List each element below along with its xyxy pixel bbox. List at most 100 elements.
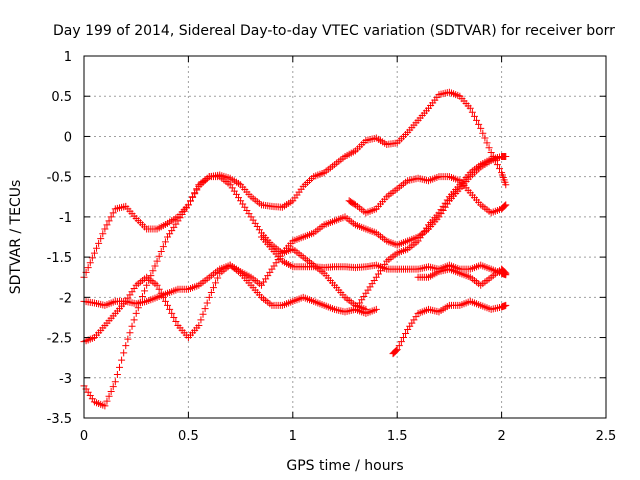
data-point — [501, 268, 509, 276]
data-point — [128, 322, 136, 330]
data-point — [157, 289, 165, 297]
data-point — [201, 305, 209, 313]
x-tick-label: 0.5 — [178, 429, 199, 444]
data-point — [130, 316, 138, 324]
data-point — [155, 285, 163, 293]
data-point — [88, 254, 96, 262]
data-point — [205, 293, 213, 301]
axis-ticks — [83, 55, 607, 419]
y-tick-label: -2 — [59, 291, 72, 306]
data-point — [120, 349, 128, 357]
y-tick-label: 0 — [64, 130, 72, 145]
data-point — [153, 281, 161, 289]
data-markers — [80, 88, 510, 410]
data-point — [485, 144, 493, 152]
data-point — [113, 371, 121, 379]
data-point — [487, 149, 495, 157]
data-point — [159, 293, 167, 301]
data-point — [161, 297, 169, 305]
data-point — [115, 363, 123, 371]
data-point — [502, 301, 510, 309]
x-tick-label: 2.5 — [596, 429, 617, 444]
data-point — [93, 244, 101, 252]
data-point — [203, 299, 211, 307]
data-point — [195, 321, 203, 329]
data-point — [399, 334, 407, 342]
data-point — [468, 108, 476, 116]
data-point — [168, 309, 176, 317]
data-point — [481, 134, 489, 142]
data-point — [103, 397, 111, 405]
data-point — [101, 225, 109, 233]
data-point — [209, 284, 217, 292]
y-tick-label: -3 — [59, 372, 72, 387]
data-point — [362, 305, 370, 313]
data-point — [149, 267, 157, 275]
data-point — [473, 116, 481, 124]
series-7 — [389, 297, 510, 358]
data-point — [170, 313, 178, 321]
data-point — [477, 124, 485, 132]
data-point — [392, 347, 400, 355]
data-point — [191, 189, 199, 197]
y-tick-label: 0.5 — [51, 90, 72, 105]
data-point — [126, 329, 134, 337]
y-tick-label: -1 — [59, 211, 72, 226]
data-point — [105, 217, 113, 225]
data-point — [90, 249, 98, 257]
data-point — [395, 342, 403, 350]
data-point — [172, 317, 180, 325]
data-point — [197, 316, 205, 324]
plot-frame — [83, 55, 607, 419]
data-point — [207, 289, 215, 297]
data-point — [84, 264, 92, 272]
data-point — [502, 201, 510, 209]
data-point — [118, 356, 126, 364]
data-point — [134, 304, 142, 312]
data-point — [372, 305, 380, 313]
data-point — [166, 305, 174, 313]
data-point — [475, 120, 483, 128]
data-point — [502, 153, 510, 161]
y-tick-label: -0.5 — [47, 171, 72, 186]
x-tick-label: 2 — [497, 429, 505, 444]
data-point — [193, 185, 201, 193]
chart-title: Day 199 of 2014, Sidereal Day-to-day VTE… — [53, 23, 615, 39]
y-tick-label: -3.5 — [47, 412, 72, 427]
x-tick-label: 0 — [80, 429, 88, 444]
data-point — [95, 239, 103, 247]
data-point — [493, 161, 501, 169]
data-point — [189, 193, 197, 201]
data-point — [103, 221, 111, 229]
data-point — [124, 335, 132, 343]
data-point — [397, 338, 405, 346]
data-point — [99, 230, 107, 238]
data-point — [159, 243, 167, 251]
data-point — [107, 213, 115, 221]
data-point — [105, 392, 113, 400]
data-point — [155, 252, 163, 260]
data-point — [392, 346, 400, 354]
data-point — [132, 309, 140, 317]
x-axis-title: GPS time / hours — [286, 458, 403, 474]
data-point — [496, 165, 504, 173]
y-tick-labels: -3.5 -3 -2.5 -2 -1.5 -1 -0.5 0 0.5 1 — [47, 50, 72, 427]
x-tick-label: 1.5 — [387, 429, 408, 444]
data-point — [101, 402, 109, 410]
data-point — [161, 238, 169, 246]
data-point — [483, 139, 491, 147]
data-point — [141, 287, 149, 295]
series-2 — [80, 261, 380, 317]
data-point — [393, 346, 401, 354]
data-point — [466, 104, 474, 112]
data-point — [107, 387, 115, 395]
x-tick-label: 1 — [289, 429, 297, 444]
data-point — [500, 202, 508, 210]
data-point — [214, 274, 222, 282]
series-6 — [345, 173, 510, 217]
data-point — [143, 281, 151, 289]
y-tick-label: -2.5 — [47, 332, 72, 347]
